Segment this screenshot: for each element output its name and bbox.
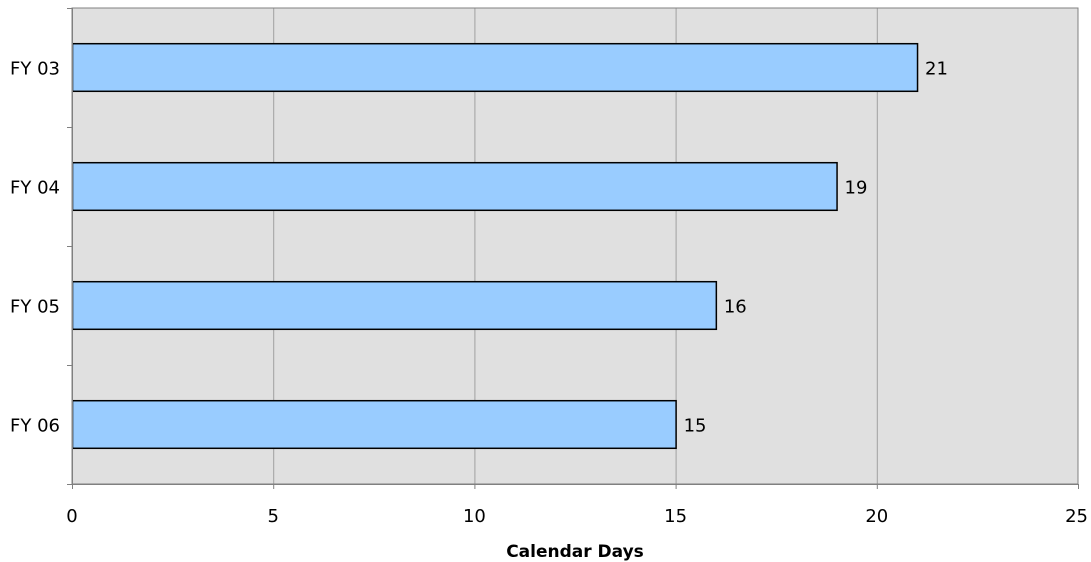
- x-tick-label: 25: [1065, 506, 1088, 527]
- value-label: 19: [845, 178, 868, 199]
- x-tick-label: 0: [66, 506, 77, 527]
- x-tick-label: 15: [664, 506, 687, 527]
- value-labels: 21 19 16 15: [684, 59, 948, 437]
- axes: [67, 8, 1079, 489]
- category-label: FY 04: [10, 178, 60, 199]
- x-tick-label: 5: [267, 506, 278, 527]
- category-label: FY 06: [10, 416, 60, 437]
- value-label: 21: [925, 59, 948, 80]
- bar-fy-04: [71, 161, 838, 212]
- x-axis-title: Calendar Days: [506, 542, 644, 562]
- x-tick-label: 20: [865, 506, 888, 527]
- value-label: 16: [724, 297, 747, 318]
- value-label: 15: [684, 416, 707, 437]
- category-label: FY 05: [10, 297, 60, 318]
- bar-fy-06: [71, 399, 677, 450]
- bars: [71, 42, 919, 450]
- x-tick-labels: 0 5 10 15 20 25: [66, 506, 1088, 527]
- category-labels: FY 03 FY 04 FY 05 FY 06: [10, 59, 60, 437]
- bar-fy-05: [71, 280, 718, 331]
- x-tick-label: 10: [463, 506, 486, 527]
- bar-fy-03: [71, 42, 919, 93]
- category-label: FY 03: [10, 59, 60, 80]
